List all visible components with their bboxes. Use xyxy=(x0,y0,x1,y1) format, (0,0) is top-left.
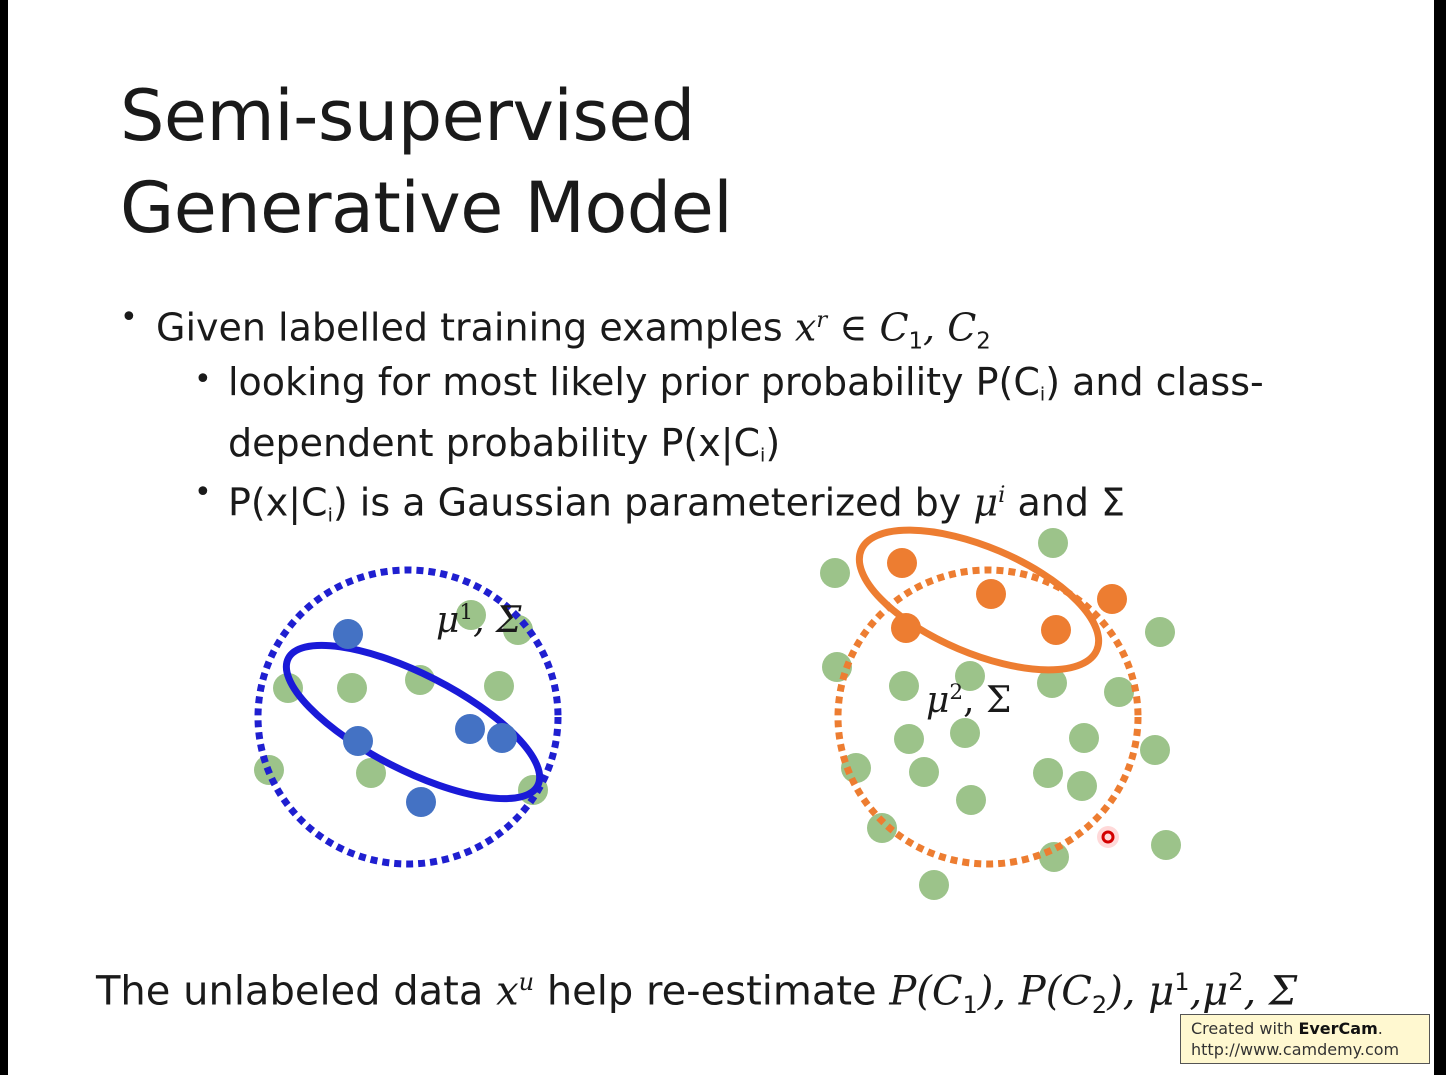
unlabeled-point xyxy=(484,671,514,701)
footer-text: The unlabeled data xu help re-estimate P… xyxy=(96,968,1297,1019)
bullet-2-line-1b: ) and class- xyxy=(1045,360,1264,404)
unlabeled-point xyxy=(1104,677,1134,707)
unlabeled-point xyxy=(1140,735,1170,765)
bullet-3-sup: i xyxy=(998,482,1006,508)
class-2-point xyxy=(1097,584,1127,614)
footer-x: x xyxy=(496,968,519,1015)
bullet-2-i: i xyxy=(1039,383,1046,406)
class-1-point xyxy=(406,787,436,817)
cursor-marker xyxy=(1101,830,1115,844)
left-dashed-circle xyxy=(254,566,562,868)
unlabeled-point xyxy=(889,671,919,701)
footer-formula-4: ,μ xyxy=(1189,968,1229,1015)
footer-sub-2: 2 xyxy=(1091,990,1108,1019)
unlabeled-point xyxy=(950,718,980,748)
bullet-3-post: and Σ xyxy=(1005,480,1126,525)
right-label-rest: , Σ xyxy=(963,680,1012,721)
unlabeled-point xyxy=(1067,771,1097,801)
left-label-sup: 1 xyxy=(459,600,474,626)
unlabeled-point xyxy=(841,753,871,783)
unlabeled-point xyxy=(956,785,986,815)
bullet-3: P(x|Ci) is a Gaussian parameterized by μ… xyxy=(228,471,1125,539)
slide-title: Semi-supervised Generative Model xyxy=(120,70,733,254)
unlabeled-point xyxy=(456,600,486,630)
unlabeled-point xyxy=(337,673,367,703)
bullet-3-pre: P(x|C xyxy=(228,480,328,525)
bullet-1-comma: , C xyxy=(923,305,977,350)
bullet-2-line-1: looking for most likely prior probabilit… xyxy=(228,360,1040,404)
class-1-point xyxy=(487,723,517,753)
unlabeled-point xyxy=(919,870,949,900)
watermark-url[interactable]: http://www.camdemy.com xyxy=(1191,1040,1400,1059)
right-plot-label: μ2, Σ xyxy=(926,680,1012,721)
bullet-marker-2: • xyxy=(194,362,212,397)
cursor-glow xyxy=(1097,826,1119,848)
right-label-sup: 2 xyxy=(949,680,964,706)
unlabeled-point xyxy=(1037,668,1067,698)
bullet-marker-3: • xyxy=(194,475,212,510)
footer-formula-5: , Σ xyxy=(1243,968,1298,1015)
watermark-brand: EverCam xyxy=(1298,1019,1378,1038)
footer-pre: The unlabeled data xyxy=(96,968,497,1015)
unlabeled-point xyxy=(820,558,850,588)
bullet-1-rest: ∈ C xyxy=(827,305,909,350)
bullet-3-mid: ) is a Gaussian parameterized by xyxy=(332,480,974,525)
footer-sup-2: 2 xyxy=(1228,968,1244,996)
bullet-3-i: i xyxy=(327,504,333,527)
class-2-point xyxy=(976,579,1006,609)
unlabeled-point xyxy=(356,758,386,788)
footer-mid: help re-estimate xyxy=(534,968,890,1015)
footer-sub-1: 1 xyxy=(962,990,978,1019)
unlabeled-point xyxy=(1151,830,1181,860)
bullet-2-line-2: dependent probability P(x|C xyxy=(228,420,761,465)
bullet-1-c1: 1 xyxy=(908,328,924,355)
unlabeled-point xyxy=(955,661,985,691)
unlabeled-point xyxy=(1069,723,1099,753)
unlabeled-point xyxy=(1145,617,1175,647)
title-line-2: Generative Model xyxy=(120,167,733,249)
footer-formula-2: ), P(C xyxy=(977,968,1092,1015)
footer-sup-1: 1 xyxy=(1174,968,1190,996)
bullet-2-i-2: i xyxy=(760,444,766,467)
bullet-2: looking for most likely prior probabilit… xyxy=(228,358,1264,479)
bullet-3-mu: μ xyxy=(973,480,999,525)
class-1-point xyxy=(333,619,363,649)
evercam-watermark[interactable]: Created with EverCam. http://www.camdemy… xyxy=(1180,1014,1430,1064)
left-label-mu: μ xyxy=(436,600,460,641)
bullet-1-c2: 2 xyxy=(976,328,991,355)
bullet-1: Given labelled training examples xr ∈ C1… xyxy=(156,296,991,366)
scatter-illustration xyxy=(254,526,1181,900)
watermark-period: . xyxy=(1377,1019,1383,1038)
unlabeled-point xyxy=(1039,842,1069,872)
unlabeled-point xyxy=(1033,758,1063,788)
right-label-mu: μ xyxy=(926,680,950,721)
slide: Semi-supervised Generative Model • Given… xyxy=(8,0,1434,1075)
left-ellipse xyxy=(282,641,544,803)
right-dashed-circle xyxy=(834,566,1142,868)
footer-formula-1: P(C xyxy=(889,968,963,1015)
watermark-created: Created with xyxy=(1191,1019,1299,1038)
class-2-point xyxy=(891,613,921,643)
unlabeled-point xyxy=(909,757,939,787)
class-1-point xyxy=(455,714,485,744)
left-label-rest: , Σ xyxy=(473,600,522,641)
bullet-1-sup: r xyxy=(816,307,828,333)
unlabeled-point xyxy=(894,724,924,754)
bullet-marker-1: • xyxy=(120,300,138,335)
bullet-1-x: x xyxy=(794,305,817,350)
unlabeled-point xyxy=(867,813,897,843)
class-2-point xyxy=(887,548,917,578)
right-ellipse xyxy=(855,526,1103,674)
title-line-1: Semi-supervised xyxy=(120,75,695,157)
bullet-2-line-2b: ) xyxy=(765,420,781,465)
class-2-point xyxy=(1041,615,1071,645)
unlabeled-point xyxy=(1038,528,1068,558)
bullet-1-text: Given labelled training examples xyxy=(156,305,795,350)
footer-u: u xyxy=(518,968,535,996)
footer-formula-3: ), μ xyxy=(1107,968,1175,1015)
class-1-point xyxy=(343,726,373,756)
left-plot-label: μ1, Σ xyxy=(436,600,522,641)
